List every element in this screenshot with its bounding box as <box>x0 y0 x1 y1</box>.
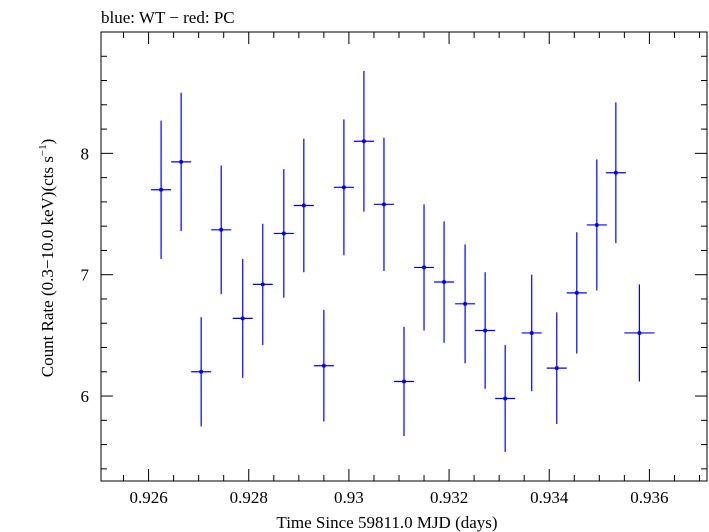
data-marker <box>240 316 245 321</box>
data-marker <box>159 187 164 192</box>
chart-title: blue: WT − red: PC <box>101 8 235 27</box>
data-point <box>333 119 354 256</box>
data-marker <box>361 139 366 144</box>
data-point <box>393 326 415 437</box>
data-points <box>151 70 655 452</box>
y-tick-label: 8 <box>81 144 90 163</box>
data-marker <box>574 290 579 295</box>
y-tick-label: 6 <box>81 387 90 406</box>
y-axis-label-exponent: −1 <box>37 144 49 156</box>
x-tick-label: 0.93 <box>334 488 364 507</box>
y-axis-label-close: ) <box>38 139 57 145</box>
data-point <box>151 120 172 259</box>
data-point <box>586 159 607 291</box>
data-marker <box>219 227 224 232</box>
data-point <box>566 232 587 354</box>
data-marker <box>594 222 599 227</box>
x-tick-label: 0.934 <box>530 488 569 507</box>
data-point <box>191 317 212 427</box>
x-tick-labels: 0.926 0.928 0.93 0.932 0.934 0.936 <box>129 488 668 507</box>
data-point <box>252 223 273 346</box>
y-tick-labels: 6 7 8 <box>81 144 90 406</box>
y-axis-label-main: Count Rate (0.3−10.0 keV)(cts s <box>38 156 57 377</box>
data-point <box>373 137 394 272</box>
data-marker <box>301 203 306 208</box>
data-point <box>495 345 516 452</box>
y-axis-label: Count Rate (0.3−10.0 keV)(cts s−1) <box>37 139 57 378</box>
data-marker <box>321 363 326 368</box>
x-tick-label: 0.936 <box>630 488 668 507</box>
x-tick-label: 0.928 <box>230 488 268 507</box>
data-marker <box>341 185 346 190</box>
data-point <box>455 244 476 364</box>
data-marker <box>402 379 406 384</box>
y-tick-label: 7 <box>81 266 90 285</box>
data-point <box>475 272 496 389</box>
data-marker <box>199 369 204 374</box>
data-marker <box>179 159 184 164</box>
data-marker <box>613 170 618 175</box>
data-point <box>546 312 567 424</box>
x-tick-label: 0.926 <box>129 488 167 507</box>
x-axis-label: Time Since 59811.0 MJD (days) <box>276 513 497 532</box>
data-point <box>624 284 655 382</box>
x-tick-label: 0.932 <box>430 488 468 507</box>
data-marker <box>637 330 642 335</box>
data-point <box>434 221 455 343</box>
data-point <box>414 204 435 331</box>
data-point <box>273 169 294 298</box>
plot-frame <box>100 31 708 482</box>
data-marker <box>529 330 534 335</box>
data-marker <box>422 265 427 270</box>
data-point <box>605 102 626 244</box>
data-point <box>521 274 542 392</box>
data-point <box>313 309 334 422</box>
data-marker <box>442 279 447 284</box>
data-point <box>353 70 374 212</box>
data-marker <box>483 328 488 333</box>
axis-ticks <box>101 31 707 481</box>
data-marker <box>260 282 265 287</box>
data-marker <box>281 231 286 236</box>
data-point <box>211 165 232 295</box>
data-marker <box>554 366 559 371</box>
data-point <box>232 258 253 378</box>
data-marker <box>503 396 508 401</box>
data-marker <box>463 301 468 306</box>
data-marker <box>381 202 386 207</box>
data-point <box>293 138 314 273</box>
data-point <box>171 92 192 232</box>
